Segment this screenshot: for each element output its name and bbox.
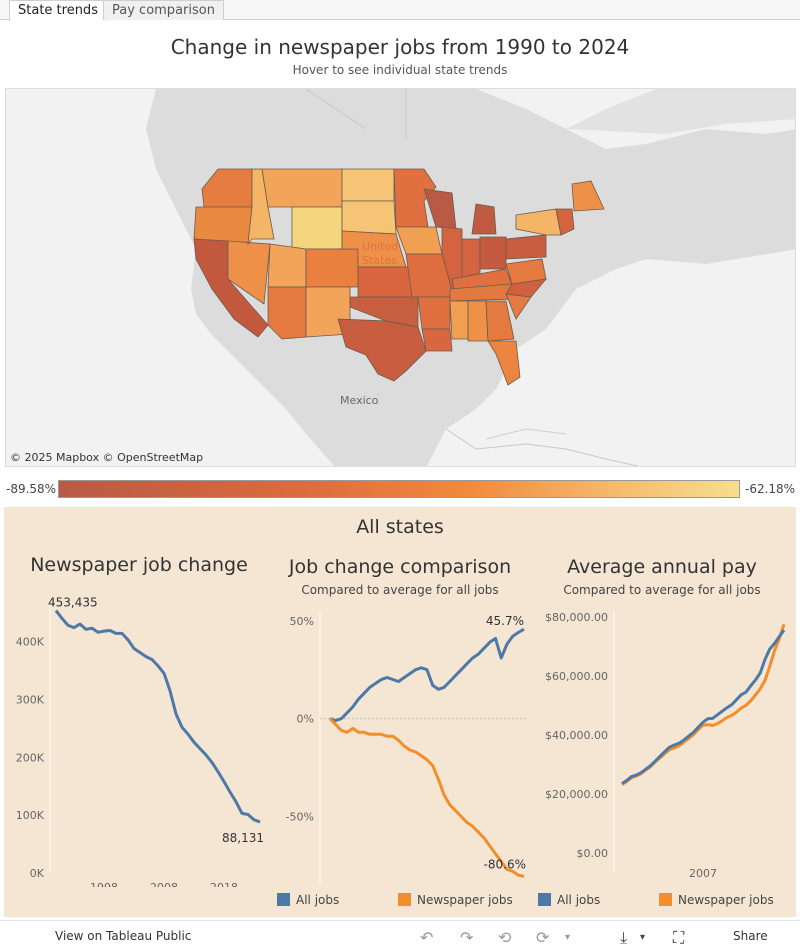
tab-pay-comparison[interactable]: Pay comparison [103,0,224,20]
state-oh[interactable] [479,236,507,270]
data-label-end: 88,131 [222,831,264,845]
state-map[interactable]: United States Mexico © 2025 Mapbox © Ope… [5,88,796,467]
series-line-all-jobs [329,627,525,723]
state-ut[interactable] [267,243,307,288]
view-on-tableau-link[interactable]: View on Tableau Public [55,929,192,943]
chart-job-comparison[interactable]: 50% 0% -50% 45.7% -80.6% [274,605,532,887]
series-line-newspaper-jobs [54,609,261,824]
swatch-all-jobs [538,893,551,906]
chart-job-change[interactable]: 0K 100K 200K 300K 400K 1998 2008 2018 453,435 88,… [8,595,270,887]
legend-all-jobs-1: All jobs [277,893,339,907]
color-legend-bar [58,480,740,498]
series-line-newspaper-jobs [328,717,525,878]
data-label-all-jobs-end: 45.7% [486,614,524,628]
state-in[interactable] [461,238,481,280]
tab-state-trends[interactable]: State trends [9,0,107,21]
y-tick-label: $60,000.00 [545,670,608,683]
share-button[interactable]: Share [733,929,768,943]
state-nd[interactable] [341,168,395,202]
state-mt[interactable] [261,168,343,208]
chevron-down-icon[interactable]: ▾ [565,932,571,943]
chart-title-comparison: Job change comparison [288,556,512,578]
x-tick-label: 1998 [90,881,118,887]
download-icon[interactable]: ⤓ [620,928,628,947]
y-tick-label: $80,000.00 [545,611,608,624]
map-canvas: United States Mexico [146,89,795,466]
y-tick-label: 400K [16,636,45,649]
state-fl[interactable] [487,340,521,386]
chart-title-pay: Average annual pay [567,556,757,578]
state-ks[interactable] [357,266,413,298]
page-title: Change in newspaper jobs from 1990 to 20… [170,35,630,59]
y-tick-label: 0% [297,713,314,726]
state-tx[interactable] [337,318,427,382]
state-pa[interactable] [505,234,547,260]
fullscreen-icon[interactable]: ⛶ [673,928,685,947]
state-me[interactable] [571,180,605,212]
chart-title-job-change: Newspaper job change [30,554,248,576]
y-tick-label: $20,000.00 [545,788,608,801]
page-subtitle: Hover to see individual state trends [292,63,508,77]
state-ga[interactable] [485,300,515,342]
swatch-newspaper-jobs [659,893,672,906]
state-al[interactable] [467,300,489,342]
y-tick-label: 0K [30,867,45,880]
all-states-panel: All states Newspaper job change Job chan… [4,507,796,917]
svg-text:Mexico: Mexico [340,394,379,407]
state-ny[interactable] [515,208,562,236]
chart-average-pay[interactable]: $0.00 $20,000.00 $40,000.00 $60,000.00 $80,0… [534,605,792,887]
y-tick-label: 300K [16,693,45,706]
legend-newspaper-jobs-1: Newspaper jobs [398,893,513,907]
x-tick-label: 2008 [150,881,178,887]
panel-title: All states [356,516,444,538]
state-sd[interactable] [341,200,397,235]
y-tick-label: -50% [286,811,314,824]
state-nv[interactable] [227,240,271,305]
data-label-start: 453,435 [48,596,98,610]
y-tick-label: 100K [16,809,45,822]
y-tick-label: $40,000.00 [545,729,608,742]
map-credit: © 2025 Mapbox © OpenStreetMap [10,451,204,464]
y-tick-label: $0.00 [577,847,609,860]
state-wy[interactable] [291,206,343,250]
svg-text:United: United [362,240,398,253]
x-tick-label: 2007 [689,867,717,880]
download-chevron-icon[interactable]: ▾ [640,932,646,943]
refresh-icon[interactable]: ⟳ [536,928,550,947]
series-line-newspaper-jobs [621,623,786,786]
state-ne-states[interactable] [555,208,575,236]
y-tick-label: 200K [16,751,45,764]
redo-icon[interactable]: ↷ [460,928,474,947]
swatch-newspaper-jobs [398,893,411,906]
series-line-all-jobs [621,629,786,785]
data-label-newspaper-end: -80.6% [484,857,526,871]
state-ms[interactable] [449,300,469,340]
tableau-toolbar: View on Tableau Public ↶ ↷ ⟲ ⟳ ▾ ⤓ ▾ ⛶ S… [0,920,800,950]
state-ar[interactable] [417,296,451,330]
state-va[interactable] [505,258,547,285]
svg-text:States: States [362,254,397,267]
dashboard-tabs: State trends Pay comparison [0,0,800,21]
legend-newspaper-jobs-2: Newspaper jobs [659,893,774,907]
legend-max: -62.18% [745,482,796,496]
swatch-all-jobs [277,893,290,906]
state-az[interactable] [267,286,307,340]
state-co[interactable] [305,248,359,288]
x-tick-label: 2018 [210,881,238,887]
chart-subtitle-comparison: Compared to average for all jobs [301,583,499,597]
state-la[interactable] [421,328,453,352]
chart-subtitle-pay: Compared to average for all jobs [563,583,761,597]
state-or[interactable] [193,206,253,245]
y-tick-label: 50% [290,615,314,628]
legend-all-jobs-2: All jobs [538,893,600,907]
state-mi[interactable] [471,203,497,235]
revert-icon[interactable]: ⟲ [498,928,512,947]
legend-min: -89.58% [6,482,57,496]
undo-icon[interactable]: ↶ [420,928,434,947]
